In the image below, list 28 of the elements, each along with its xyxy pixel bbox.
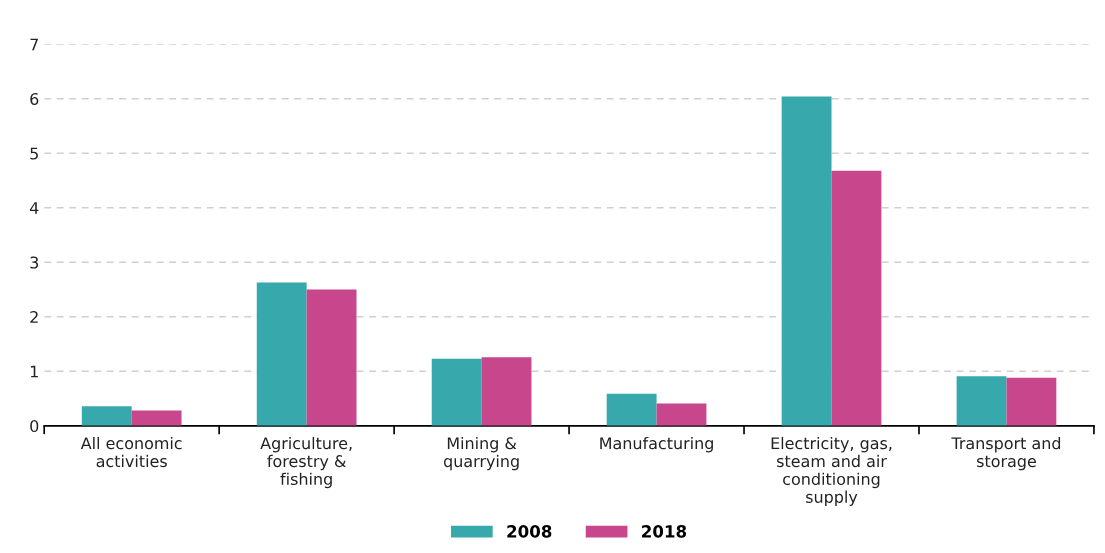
legend-label: 2008: [507, 525, 552, 538]
bar: [481, 357, 532, 426]
bar: [656, 403, 707, 426]
bar: [81, 406, 132, 426]
bar: [431, 358, 482, 426]
y-tick-label: 2: [30, 311, 38, 323]
bar: [831, 170, 882, 426]
x-tick-label: Electricity, gas, steam and air conditioning supply: [771, 436, 892, 507]
bar: [1006, 377, 1057, 426]
bar: [956, 376, 1007, 426]
y-tick-label: 5: [30, 147, 38, 160]
bar: [306, 289, 357, 426]
bar: [256, 282, 307, 426]
y-tick-label: 6: [30, 92, 39, 106]
x-tick-label: Transport and storage: [951, 436, 1061, 471]
bar: [606, 393, 657, 426]
x-tick-label: All economic activities: [80, 436, 182, 468]
legend-label: 2018: [642, 525, 687, 538]
y-tick-label: 1: [30, 365, 38, 378]
x-tick-label: Manufacturing: [600, 436, 713, 453]
bar: [781, 96, 832, 426]
y-tick-label: 0: [30, 420, 39, 433]
y-tick-label: 3: [30, 256, 39, 269]
bar: [131, 410, 182, 426]
x-tick-label: Agriculture, forestry & fishing: [260, 436, 352, 489]
x-tick-label: Mining & quarrying: [443, 436, 519, 471]
y-tick-label: 4: [29, 202, 39, 214]
y-tick-label: 7: [30, 38, 38, 51]
